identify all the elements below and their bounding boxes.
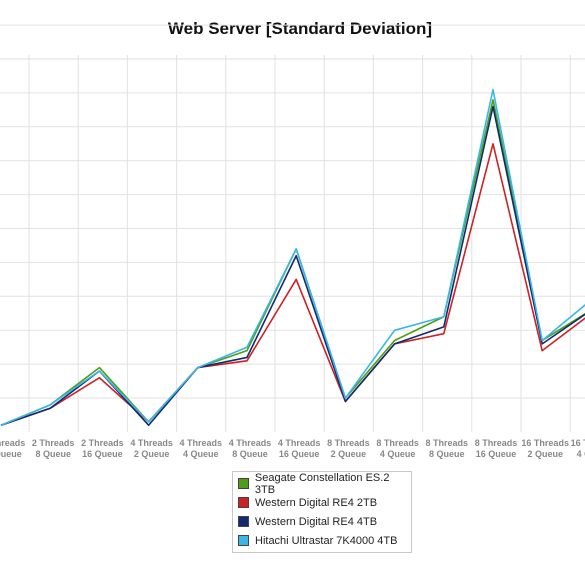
x-tick-label: 8 Threads 4 Queue	[376, 438, 419, 459]
x-tick-label: 8 Threads 8 Queue	[426, 438, 469, 459]
x-tick-label: 4 Threads 16 Queue	[278, 438, 321, 459]
legend-label: Hitachi Ultrastar 7K4000 4TB	[255, 534, 398, 547]
x-tick-label: 8 Threads 2 Queue	[327, 438, 370, 459]
x-tick-label: 2 Threads 16 Queue	[81, 438, 124, 459]
legend-label: Western Digital RE4 4TB	[255, 515, 378, 528]
legend-label: Seagate Constellation ES.2 3TB	[254, 471, 390, 496]
legend-item: Seagate Constellation ES.2 3TB	[233, 471, 411, 496]
chart-title: Web Server [Standard Deviation]	[167, 19, 433, 38]
legend: Seagate Constellation ES.2 3TB Western Di…	[232, 471, 412, 553]
x-tick-label: 4 Threads 8 Queue	[229, 438, 272, 459]
series-line	[0, 143, 585, 426]
legend-item: Western Digital RE4 4TB	[233, 512, 411, 531]
series-lines	[0, 88, 585, 427]
x-tick-label: 8 Threads 16 Queue	[475, 438, 518, 459]
legend-item: Hitachi Ultrastar 7K4000 4TB	[233, 531, 411, 550]
legend-item: Western Digital RE4 2TB	[233, 493, 411, 512]
legend-swatch	[238, 516, 249, 527]
x-tick-label: 4 Threads 2 Queue	[130, 438, 173, 459]
x-tick-label: 2 Threads 8 Queue	[32, 438, 75, 459]
legend-swatch	[238, 497, 249, 508]
legend-swatch	[238, 535, 249, 546]
x-tick-label: 4 Threads 4 Queue	[180, 438, 223, 459]
legend-label: Western Digital RE4 2TB	[255, 496, 378, 509]
series-line	[0, 88, 585, 426]
legend-swatch	[238, 478, 249, 489]
gridlines	[0, 24, 585, 432]
x-tick-label: 16 Threads 2 Queue	[521, 438, 569, 459]
series-line	[0, 105, 585, 427]
